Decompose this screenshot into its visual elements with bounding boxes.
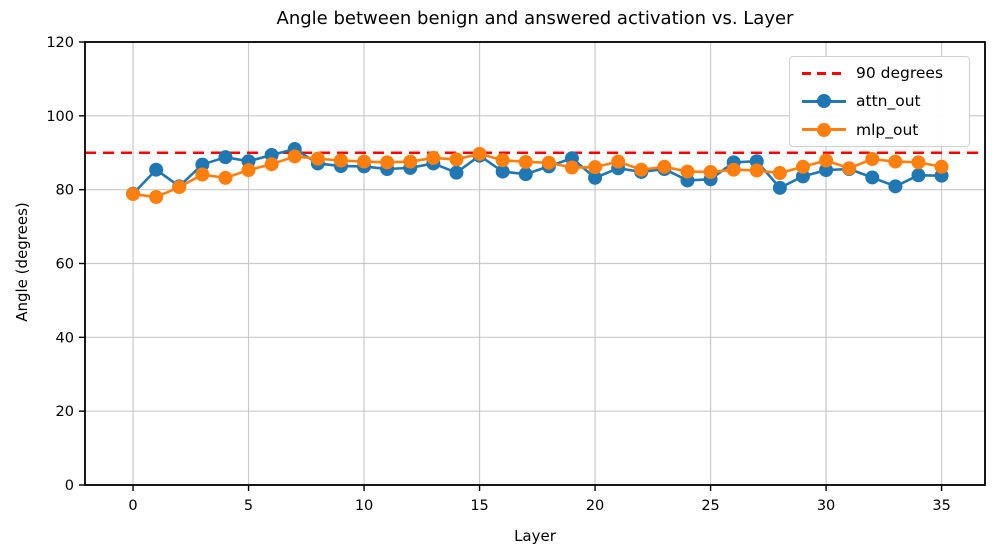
y-tick-label: 20 [56,404,74,420]
data-point-mlp_out [588,160,603,175]
x-tick-label: 15 [470,498,488,514]
legend-item-mlp-out: mlp_out [790,116,969,143]
data-point-mlp_out [195,167,210,182]
data-point-attn_out [588,170,603,185]
legend: 90 degrees attn_out mlp_out [789,56,970,147]
data-point-mlp_out [426,150,441,165]
data-point-attn_out [218,150,233,165]
x-tick-label: 0 [128,498,137,514]
data-point-mlp_out [380,155,395,170]
x-tick-label: 30 [817,498,835,514]
data-point-mlp_out [934,159,949,174]
y-tick-label: 60 [56,257,74,273]
data-point-mlp_out [449,152,464,167]
data-point-mlp_out [564,160,579,175]
x-tick-label: 35 [932,498,950,514]
data-point-mlp_out [749,163,764,178]
data-point-attn_out [819,163,834,178]
y-tick-label: 120 [46,35,74,51]
legend-attn-out-sample [802,93,846,109]
y-tick-label: 100 [46,109,74,125]
legend-mlp-out-sample [802,122,846,138]
x-axis-label: Layer [514,527,556,545]
data-point-mlp_out [842,161,857,176]
data-point-mlp_out [264,157,279,172]
data-point-mlp_out [357,154,372,169]
data-point-mlp_out [703,164,718,179]
data-point-mlp_out [657,159,672,174]
data-point-mlp_out [241,163,256,178]
data-point-mlp_out [680,164,695,179]
data-point-mlp_out [149,190,164,205]
data-point-mlp_out [403,154,418,169]
data-point-mlp_out [495,153,510,168]
x-tick-label: 20 [586,498,604,514]
legend-dashed-line-sample [802,65,846,81]
y-axis-label: Angle (degrees) [13,202,31,322]
y-tick-label: 40 [56,330,74,346]
data-point-mlp_out [795,159,810,174]
data-point-attn_out [195,157,210,172]
data-point-mlp_out [772,166,787,181]
legend-item-attn-out: attn_out [790,88,969,115]
legend-label: 90 degrees [856,64,944,83]
data-point-mlp_out [911,155,926,170]
data-point-attn_out [865,170,880,185]
data-point-attn_out [795,169,810,184]
data-point-attn_out [888,179,903,194]
data-point-mlp_out [819,153,834,168]
y-tick-label: 0 [65,478,74,494]
data-point-mlp_out [333,153,348,168]
data-point-mlp_out [611,154,626,169]
legend-item-90-degrees: 90 degrees [790,60,969,87]
data-point-attn_out [449,165,464,180]
data-point-mlp_out [518,154,533,169]
data-point-attn_out [149,162,164,177]
data-point-mlp_out [888,154,903,169]
data-point-mlp_out [726,162,741,177]
data-point-mlp_out [541,155,556,170]
data-point-mlp_out [287,149,302,164]
data-point-mlp_out [218,170,233,185]
chart-title: Angle between benign and answered activa… [276,8,794,29]
data-point-attn_out [911,168,926,183]
x-tick-label: 25 [701,498,719,514]
data-point-attn_out [772,180,787,195]
data-point-mlp_out [865,152,880,167]
data-point-attn_out [495,164,510,179]
legend-label: mlp_out [856,120,919,139]
data-point-mlp_out [310,151,325,166]
legend-label: attn_out [856,92,921,111]
data-point-mlp_out [472,146,487,161]
x-tick-label: 10 [355,498,373,514]
x-tick-label: 5 [244,498,253,514]
data-point-mlp_out [634,162,649,177]
data-point-attn_out [518,167,533,182]
data-point-mlp_out [172,180,187,195]
y-tick-label: 80 [56,183,74,199]
data-point-mlp_out [126,187,141,202]
